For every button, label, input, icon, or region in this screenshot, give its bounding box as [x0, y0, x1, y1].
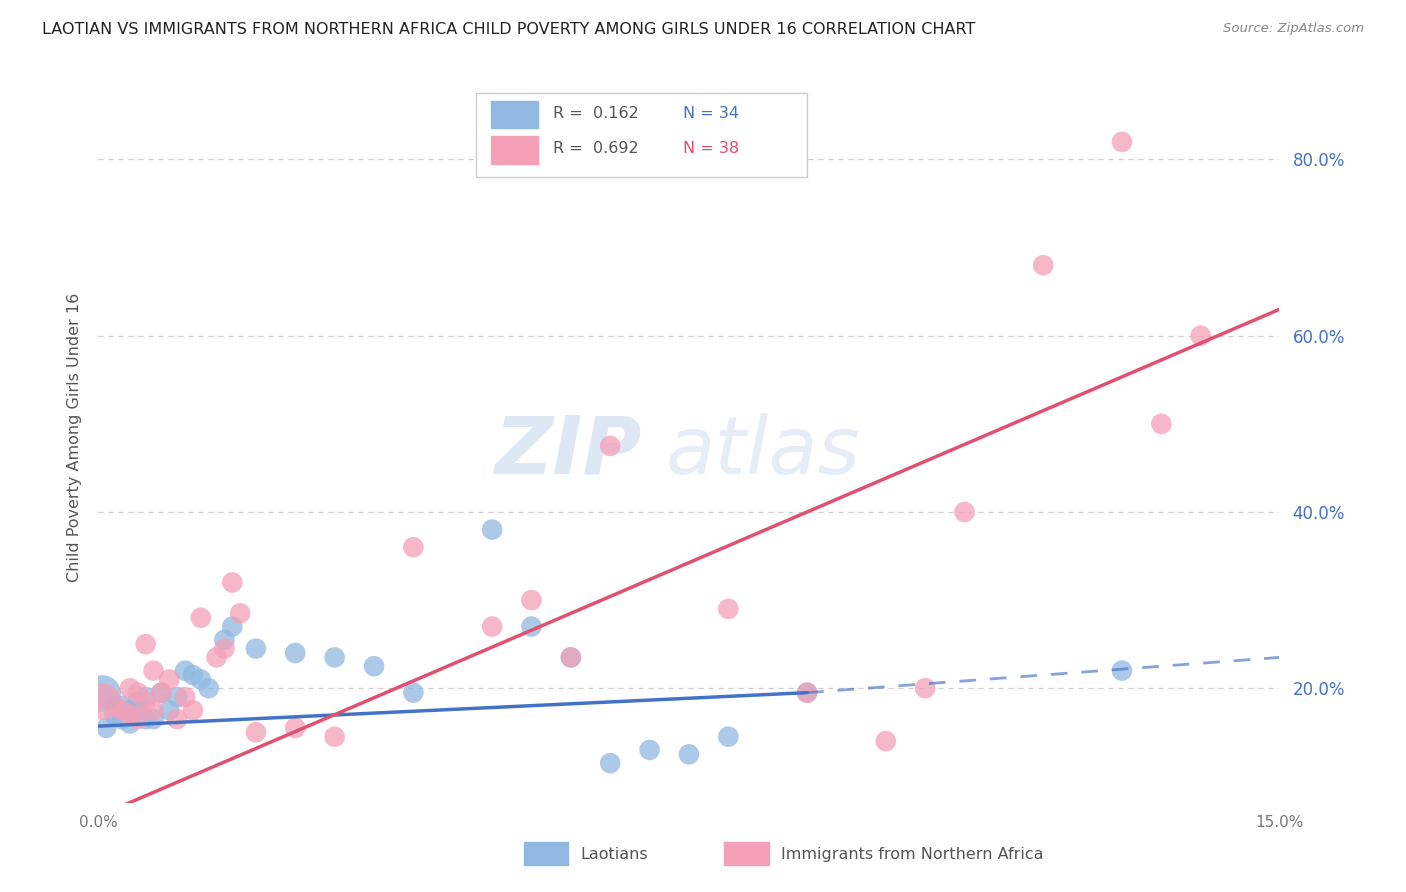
Point: [205, 650, 228, 665]
Point: [190, 673, 212, 687]
FancyBboxPatch shape: [477, 94, 807, 178]
Point: [323, 650, 346, 665]
Point: [166, 712, 188, 726]
Point: [118, 681, 141, 696]
Point: [363, 659, 385, 673]
Text: N = 38: N = 38: [683, 142, 740, 156]
Bar: [491, 101, 537, 128]
Point: [1111, 664, 1133, 678]
Point: [91, 686, 114, 700]
Point: [111, 712, 134, 726]
Point: [221, 619, 243, 633]
Point: [717, 602, 740, 616]
Point: [221, 575, 243, 590]
Bar: [724, 841, 769, 865]
Point: [103, 698, 125, 713]
Point: [481, 619, 503, 633]
Point: [520, 619, 543, 633]
Point: [111, 698, 134, 713]
Text: LAOTIAN VS IMMIGRANTS FROM NORTHERN AFRICA CHILD POVERTY AMONG GIRLS UNDER 16 CO: LAOTIAN VS IMMIGRANTS FROM NORTHERN AFRI…: [42, 22, 976, 37]
Point: [599, 756, 621, 771]
Point: [1150, 417, 1173, 431]
Text: Laotians: Laotians: [581, 847, 648, 862]
Point: [118, 707, 141, 722]
Point: [174, 664, 197, 678]
Text: ZIP: ZIP: [495, 413, 641, 491]
Point: [1111, 135, 1133, 149]
Text: R =  0.162: R = 0.162: [553, 106, 638, 121]
Point: [174, 690, 197, 704]
Point: [190, 611, 212, 625]
Text: N = 34: N = 34: [683, 106, 740, 121]
Point: [481, 523, 503, 537]
Point: [245, 725, 267, 739]
Point: [142, 664, 165, 678]
Point: [135, 690, 157, 704]
Point: [135, 712, 157, 726]
Point: [284, 646, 307, 660]
Point: [796, 686, 818, 700]
Point: [135, 694, 157, 708]
Point: [402, 686, 425, 700]
Point: [245, 641, 267, 656]
Point: [229, 607, 252, 621]
Point: [103, 707, 125, 722]
Point: [875, 734, 897, 748]
Point: [214, 632, 236, 647]
Text: R =  0.692: R = 0.692: [553, 142, 638, 156]
Point: [127, 686, 149, 700]
Point: [96, 690, 118, 704]
Point: [214, 641, 236, 656]
Point: [284, 721, 307, 735]
Point: [1189, 328, 1212, 343]
Point: [111, 703, 134, 717]
Point: [181, 703, 204, 717]
Point: [118, 703, 141, 717]
Point: [717, 730, 740, 744]
Point: [520, 593, 543, 607]
Point: [127, 712, 149, 726]
Point: [150, 686, 173, 700]
Point: [127, 703, 149, 717]
Point: [678, 747, 700, 762]
Point: [560, 650, 582, 665]
Point: [127, 694, 149, 708]
Point: [157, 673, 180, 687]
Point: [96, 721, 118, 735]
Point: [166, 690, 188, 704]
Point: [796, 686, 818, 700]
Bar: [523, 841, 568, 865]
Point: [638, 743, 661, 757]
Y-axis label: Child Poverty Among Girls Under 16: Child Poverty Among Girls Under 16: [66, 293, 82, 582]
Point: [560, 650, 582, 665]
Point: [150, 686, 173, 700]
Point: [135, 637, 157, 651]
Point: [142, 703, 165, 717]
Text: atlas: atlas: [665, 413, 860, 491]
Point: [402, 540, 425, 554]
Point: [157, 703, 180, 717]
Bar: [491, 136, 537, 163]
Point: [914, 681, 936, 696]
Point: [1032, 258, 1054, 272]
Text: Source: ZipAtlas.com: Source: ZipAtlas.com: [1223, 22, 1364, 36]
Point: [181, 668, 204, 682]
Point: [197, 681, 219, 696]
Point: [142, 712, 165, 726]
Text: Immigrants from Northern Africa: Immigrants from Northern Africa: [782, 847, 1043, 862]
Point: [323, 730, 346, 744]
Point: [91, 694, 114, 708]
Point: [953, 505, 976, 519]
Point: [599, 439, 621, 453]
Point: [118, 716, 141, 731]
